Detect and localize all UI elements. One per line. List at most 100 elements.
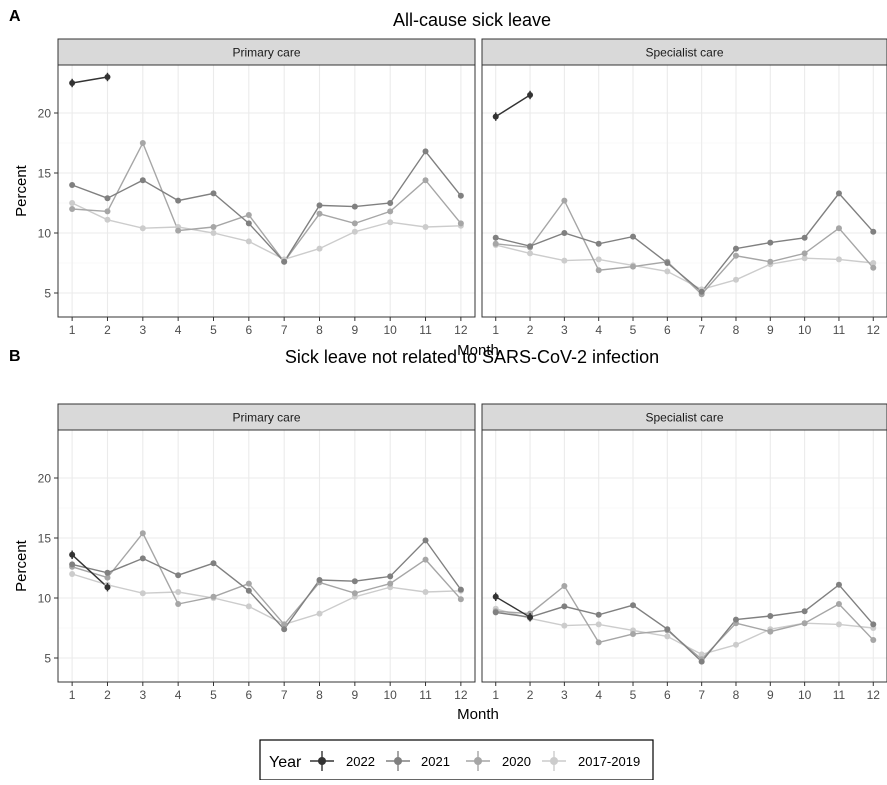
data-point xyxy=(870,637,877,643)
panel-letter: A xyxy=(9,8,21,25)
x-tick-label: 12 xyxy=(454,323,468,337)
data-point xyxy=(561,230,568,236)
x-tick-label: 10 xyxy=(798,323,812,337)
data-point xyxy=(422,224,429,230)
x-tick-label: 8 xyxy=(733,688,740,702)
data-point xyxy=(387,208,394,215)
series-line xyxy=(71,531,462,626)
data-point xyxy=(595,639,602,646)
data-point xyxy=(175,227,182,234)
data-point xyxy=(245,580,252,587)
data-point xyxy=(351,590,358,597)
data-point xyxy=(316,577,323,583)
x-tick-label: 9 xyxy=(352,323,359,337)
plot-background xyxy=(482,65,887,317)
data-point xyxy=(104,574,111,581)
x-tick-label: 3 xyxy=(139,323,146,337)
legend-title: Year xyxy=(269,754,302,771)
plot-border xyxy=(481,429,887,683)
data-point xyxy=(210,224,217,230)
x-tick-label: 9 xyxy=(352,688,359,702)
y-tick-label: 15 xyxy=(38,532,52,546)
data-point xyxy=(595,267,602,274)
legend-item-label: 2021 xyxy=(421,754,450,769)
data-point xyxy=(664,633,671,640)
y-tick-label: 15 xyxy=(38,167,52,181)
y-tick-label: 20 xyxy=(38,472,52,486)
data-point xyxy=(664,268,671,275)
data-point xyxy=(561,197,568,204)
legend-key-point xyxy=(318,757,326,765)
data-point xyxy=(104,569,111,576)
x-tick-label: 6 xyxy=(245,323,252,337)
plot-border xyxy=(481,64,887,318)
data-point xyxy=(139,225,146,232)
x-tick-label: 2 xyxy=(527,323,534,337)
data-point xyxy=(698,288,705,295)
data-point xyxy=(104,216,111,223)
x-tick-label: 12 xyxy=(867,688,881,702)
x-tick-label: 10 xyxy=(384,323,398,337)
x-tick-label: 3 xyxy=(561,688,568,702)
panel-title: Sick leave not related to SARS-CoV-2 inf… xyxy=(285,347,659,367)
x-tick-label: 5 xyxy=(630,688,637,702)
facet-strip-label: Primary care xyxy=(232,46,300,60)
data-point xyxy=(732,276,739,283)
data-point xyxy=(870,228,877,235)
data-point xyxy=(139,530,146,537)
x-tick-label: 5 xyxy=(210,323,217,337)
data-point xyxy=(69,80,76,86)
data-point xyxy=(835,621,842,628)
x-axis-label: Month xyxy=(457,342,499,359)
data-point xyxy=(422,589,429,595)
data-point xyxy=(492,609,499,616)
data-point xyxy=(835,256,842,263)
y-tick-label: 10 xyxy=(38,592,52,606)
legend-key-point xyxy=(550,757,558,765)
x-tick-label: 8 xyxy=(316,688,323,702)
y-axis-label: Percent xyxy=(13,539,30,592)
data-point xyxy=(351,220,358,227)
x-tick-label: 11 xyxy=(833,323,846,337)
data-point xyxy=(595,240,602,247)
facet-strip-label: Specialist care xyxy=(645,46,723,60)
x-tick-label: 4 xyxy=(175,688,182,702)
data-point xyxy=(139,590,146,597)
data-point xyxy=(69,206,76,212)
plot-border xyxy=(57,429,476,683)
series-line xyxy=(495,192,874,293)
y-tick-label: 20 xyxy=(38,107,52,121)
data-point xyxy=(316,245,323,252)
x-tick-label: 4 xyxy=(595,688,602,702)
data-point xyxy=(387,200,394,206)
data-point xyxy=(835,225,842,232)
series-line xyxy=(495,583,874,663)
x-tick-label: 1 xyxy=(69,323,76,337)
data-point xyxy=(69,200,76,206)
y-tick-label: 10 xyxy=(38,227,52,241)
y-tick-label: 5 xyxy=(44,652,51,666)
x-tick-label: 1 xyxy=(492,688,499,702)
legend-item-label: 2020 xyxy=(502,754,531,769)
data-point xyxy=(245,603,252,610)
data-point xyxy=(210,593,217,600)
data-point xyxy=(422,177,429,184)
data-point xyxy=(104,208,111,215)
data-point xyxy=(698,658,705,665)
data-point xyxy=(767,628,774,635)
data-point xyxy=(561,583,568,589)
data-point xyxy=(732,641,739,648)
data-point xyxy=(492,240,499,247)
data-point xyxy=(527,614,534,621)
data-point xyxy=(870,621,877,628)
data-point xyxy=(316,210,323,217)
data-point xyxy=(801,250,808,257)
data-point xyxy=(104,195,111,202)
data-point xyxy=(139,177,146,184)
data-point xyxy=(422,537,429,544)
plot-background xyxy=(482,430,887,682)
data-point xyxy=(175,601,182,607)
data-point xyxy=(630,631,637,637)
